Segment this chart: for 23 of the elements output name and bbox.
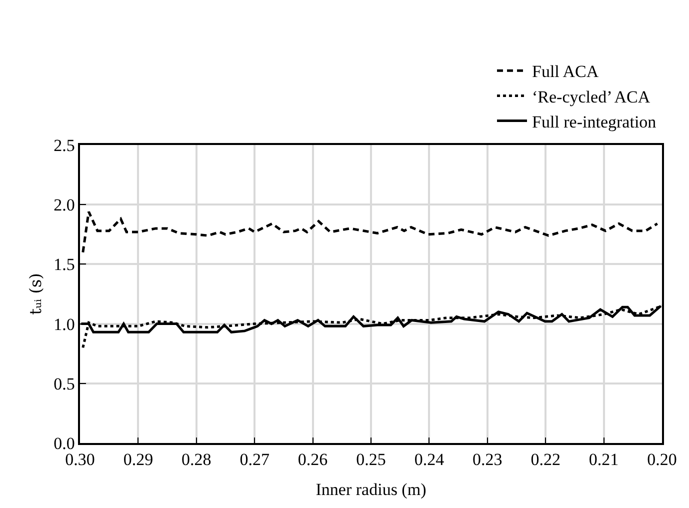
legend-label: ‘Re-cycled’ ACA	[532, 87, 651, 106]
x-axis-title: Inner radius (m)	[316, 480, 426, 500]
x-tick-label: 0.30	[65, 450, 95, 470]
y-tick-label: 2.5	[54, 136, 75, 155]
x-tick-label: 0.20	[647, 450, 677, 470]
legend-label: Full re-integration	[532, 112, 657, 132]
y-tick-label: 1.0	[54, 314, 75, 334]
x-tick-label: 0.21	[588, 450, 619, 470]
x-tick-label: 0.22	[530, 450, 560, 470]
x-tick-label: 0.23	[472, 450, 502, 470]
x-tick-label: 0.26	[298, 450, 328, 470]
line-series	[82, 210, 659, 254]
x-tick-label: 0.25	[356, 450, 386, 470]
x-tick-label: 0.28	[182, 450, 212, 470]
y-tick-label: 1.5	[54, 255, 75, 274]
x-tick-label: 0.24	[414, 450, 445, 470]
y-tick-label: 2.0	[54, 196, 75, 215]
y-axis-title: tᵤᵢ (s)	[26, 273, 45, 315]
y-tick-label: 0.5	[54, 374, 75, 394]
x-tick-label: 0.27	[240, 450, 270, 470]
x-tick-label: 0.29	[123, 450, 154, 470]
y-tick-label: 0.0	[54, 434, 75, 453]
legend-label: Full ACA	[532, 62, 600, 82]
